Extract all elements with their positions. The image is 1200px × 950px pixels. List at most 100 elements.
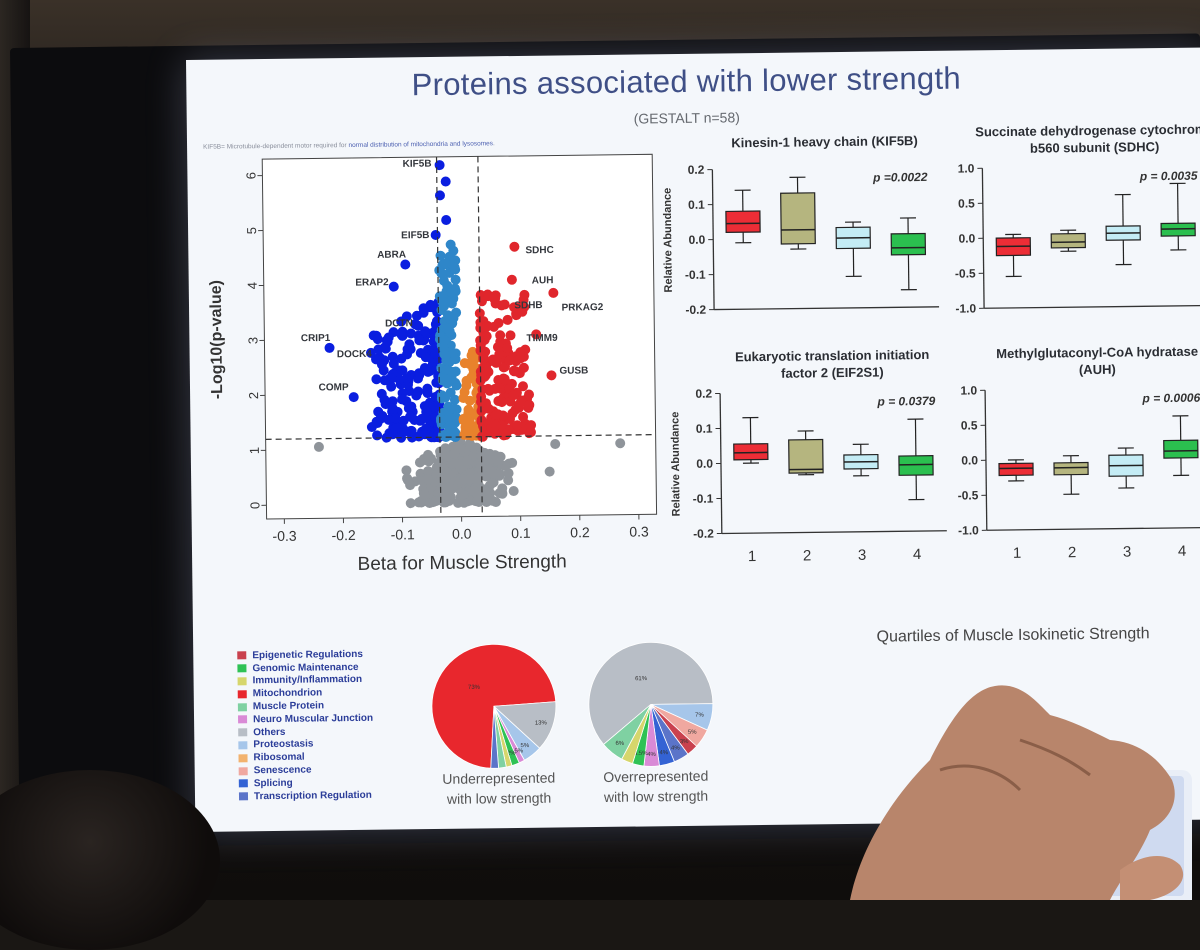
boxplot-ylabel: Relative Abundance xyxy=(662,188,675,293)
boxplot-pvalue: p =0.0022 xyxy=(872,170,928,185)
pie-slice-label: 61% xyxy=(635,676,648,682)
boxplot-category: 2 xyxy=(803,547,812,564)
boxplot-box xyxy=(726,211,760,232)
legend-swatch xyxy=(238,741,247,749)
protein-label: GUSB xyxy=(559,365,588,376)
boxplot-panel: Eukaryotic translation initiationfactor … xyxy=(669,347,948,566)
boxplot-category: 2 xyxy=(1068,544,1077,561)
boxplot-pvalue: p = 0.0006 xyxy=(1141,391,1200,406)
slide-title: Proteins associated with lower strength xyxy=(186,58,1186,106)
legend-swatch xyxy=(238,716,247,724)
pie-slice-label: 3% xyxy=(680,739,689,745)
boxplot-ytick-label: -1.0 xyxy=(955,301,976,315)
boxplot-box xyxy=(781,193,816,244)
pie-slice-label: 4% xyxy=(659,750,668,756)
pie-chart: 73%13%5%1.5%2% xyxy=(431,644,557,770)
boxplot-xaxis xyxy=(722,531,947,534)
boxplot-title: b560 subunit (SDHC) xyxy=(1030,139,1159,156)
pie-slice-label: 13% xyxy=(535,720,548,726)
boxplot-ytick-label: 0.2 xyxy=(688,163,705,177)
protein-label: DCTN xyxy=(385,318,413,329)
protein-label: EIF5B xyxy=(401,230,429,241)
legend-label: Ribosomal xyxy=(253,752,304,764)
legend-swatch xyxy=(238,754,247,762)
boxplot-ytick-label: 1.0 xyxy=(958,161,975,175)
boxplot-box xyxy=(789,439,823,473)
boxplot-xlabel: Quartiles of Muscle Isokinetic Strength xyxy=(876,625,1149,645)
legend-label: Splicing xyxy=(254,778,293,789)
legend-label: Proteostasis xyxy=(253,739,313,751)
note-highlight: normal distribution of mitochondria and … xyxy=(348,140,493,149)
boxplot-box xyxy=(999,463,1033,475)
note-suffix: . xyxy=(493,140,495,147)
boxplot-box xyxy=(1164,440,1198,458)
volcano-xtick-label: 0.2 xyxy=(570,524,590,540)
volcano-ylabel: -Log10(p-value) xyxy=(208,280,226,399)
legend-item: Transcription Regulation xyxy=(239,789,374,803)
legend-label: Transcription Regulation xyxy=(254,789,372,801)
legend-label: Muscle Protein xyxy=(253,700,324,712)
protein-label: COMP xyxy=(319,382,349,393)
legend-label: Immunity/Inflammation xyxy=(253,674,363,686)
protein-label: KIF5B xyxy=(403,159,432,170)
legend-swatch xyxy=(238,690,247,698)
pie1-caption: Underrepresented with low strength xyxy=(424,767,574,809)
boxplot-ylabel: Relative Abundance xyxy=(669,412,682,517)
protein-label: ERAP2 xyxy=(355,277,389,288)
volcano-xtick-label: 0.3 xyxy=(629,523,649,539)
boxplot-ytick-label: -0.2 xyxy=(685,303,706,317)
boxplot-category: 4 xyxy=(1178,543,1187,560)
pie-slice-label: 7% xyxy=(695,713,704,719)
boxplot-pvalue: p = 0.0379 xyxy=(876,394,935,409)
legend-swatch xyxy=(239,767,248,775)
pie2-caption-line1: Overrepresented xyxy=(581,765,731,787)
volcano-xtick-label: 0.1 xyxy=(511,525,531,541)
protein-label: SDHB xyxy=(514,300,542,311)
boxplot-box xyxy=(1051,234,1085,248)
protein-label: TIMM9 xyxy=(526,333,558,344)
volcano-ytick-label: 0 xyxy=(247,502,262,509)
legend-label: Others xyxy=(253,727,285,738)
boxplot-panel: Kinesin-1 heavy chain (KIF5B) 0.2 0.1 0.0 -0… xyxy=(661,133,939,317)
pie-slice-label: 4% xyxy=(647,752,656,758)
legend-swatch xyxy=(238,703,247,711)
boxplot-xaxis xyxy=(987,528,1200,531)
note-prefix: KIF5B= Microtubule-dependent motor requi… xyxy=(203,142,349,151)
boxplot-title: Methylglutaconyl-CoA hydratase xyxy=(996,344,1198,361)
pie-slice-label: 4% xyxy=(671,746,680,752)
boxplot-ytick-label: -0.5 xyxy=(958,488,979,502)
protein-label: CRIP1 xyxy=(301,333,331,344)
legend-label: Genomic Maintenance xyxy=(252,662,358,674)
boxplot-xaxis xyxy=(714,307,939,310)
volcano-xtick-label: -0.3 xyxy=(272,528,297,544)
pie-slice-label: 5% xyxy=(688,730,697,736)
volcano-xtick-label: 0.0 xyxy=(452,526,472,542)
boxplot-box xyxy=(891,233,925,254)
legend-label: Epigenetic Regulations xyxy=(252,649,363,661)
boxplot-category: 3 xyxy=(1123,543,1132,560)
boxplot-ytick-label: 0.0 xyxy=(958,231,975,245)
boxplot-ytick-label: -0.5 xyxy=(955,266,976,280)
legend-swatch xyxy=(237,664,246,672)
legend-swatch xyxy=(239,792,248,800)
boxplot-ytick-label: 0.0 xyxy=(688,233,705,247)
boxplot-title: Kinesin-1 heavy chain (KIF5B) xyxy=(731,133,918,150)
pie1-caption-line2: with low strength xyxy=(424,787,574,809)
boxplot-ytick-label: 0.1 xyxy=(688,198,705,212)
boxplot-title: Eukaryotic translation initiation xyxy=(735,347,930,364)
protein-label: DOCK4 xyxy=(337,349,373,360)
volcano-ytick-label: 4 xyxy=(245,282,260,289)
boxplot-xaxis xyxy=(984,306,1200,309)
boxplot-ytick-label: 0.5 xyxy=(958,196,975,210)
boxplot-ytick-label: 0.2 xyxy=(695,387,712,401)
protein-label: SDHC xyxy=(525,245,553,256)
protein-label: ABRA xyxy=(377,250,406,261)
pie-slice-label: 6% xyxy=(615,741,624,747)
boxplot-title: (AUH) xyxy=(1079,362,1116,377)
boxplot-ytick-label: -0.2 xyxy=(693,527,714,541)
protein-label: PRKAG2 xyxy=(562,302,604,314)
boxplot-ytick-label: -1.0 xyxy=(958,523,979,537)
legend-swatch xyxy=(238,728,247,736)
pie2-caption-line2: with low strength xyxy=(581,785,731,807)
